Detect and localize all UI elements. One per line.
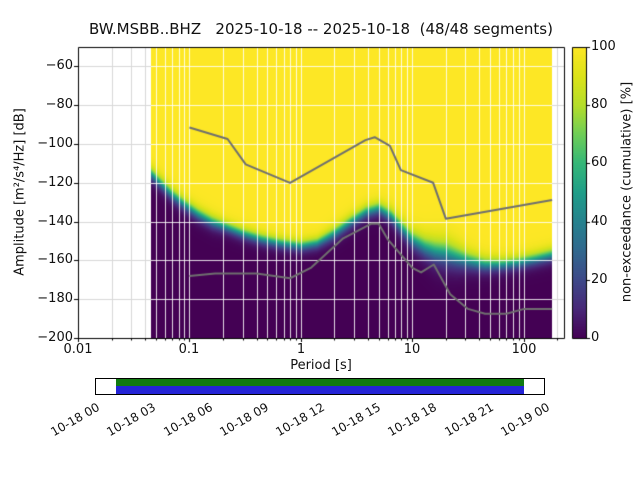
- y-tick-label: −120: [37, 175, 73, 190]
- coverage-green-stripe: [115, 379, 525, 386]
- x-tick-label: 100: [511, 342, 537, 357]
- coverage-blue-stripe: [115, 386, 525, 394]
- plot-title: BW.MSBB..BHZ 2025-10-18 -- 2025-10-18 (4…: [89, 20, 553, 38]
- colorbar-tick-label: 80: [591, 97, 608, 112]
- x-tick-label: 1: [296, 342, 306, 357]
- y-tick-label: −140: [37, 214, 73, 229]
- y-tick-label: −80: [45, 97, 73, 112]
- colorbar-label: non-exceedance (cumulative) [%]: [619, 81, 635, 303]
- colorbar-tick-label: 20: [591, 272, 608, 287]
- colorbar-tick-label: 60: [591, 155, 608, 170]
- colorbar-tick-label: 100: [591, 39, 616, 54]
- x-axis-label: Period [s]: [290, 358, 352, 373]
- y-tick-label: −180: [37, 291, 73, 306]
- y-axis-label: Amplitude [m²/s⁴/Hz] [dB]: [12, 108, 28, 276]
- coverage-bar: [95, 378, 545, 395]
- y-tick-label: −60: [45, 58, 73, 73]
- y-tick-label: −160: [37, 252, 73, 267]
- x-tick-label: 0.1: [178, 342, 200, 357]
- y-tick-label: −100: [37, 136, 73, 151]
- colorbar-tick-label: 40: [591, 214, 608, 229]
- x-tick-label: 0.01: [63, 342, 93, 357]
- x-tick-label: 10: [403, 342, 421, 357]
- y-tick-label: −200: [37, 330, 73, 345]
- colorbar-tick-label: 0: [591, 330, 600, 345]
